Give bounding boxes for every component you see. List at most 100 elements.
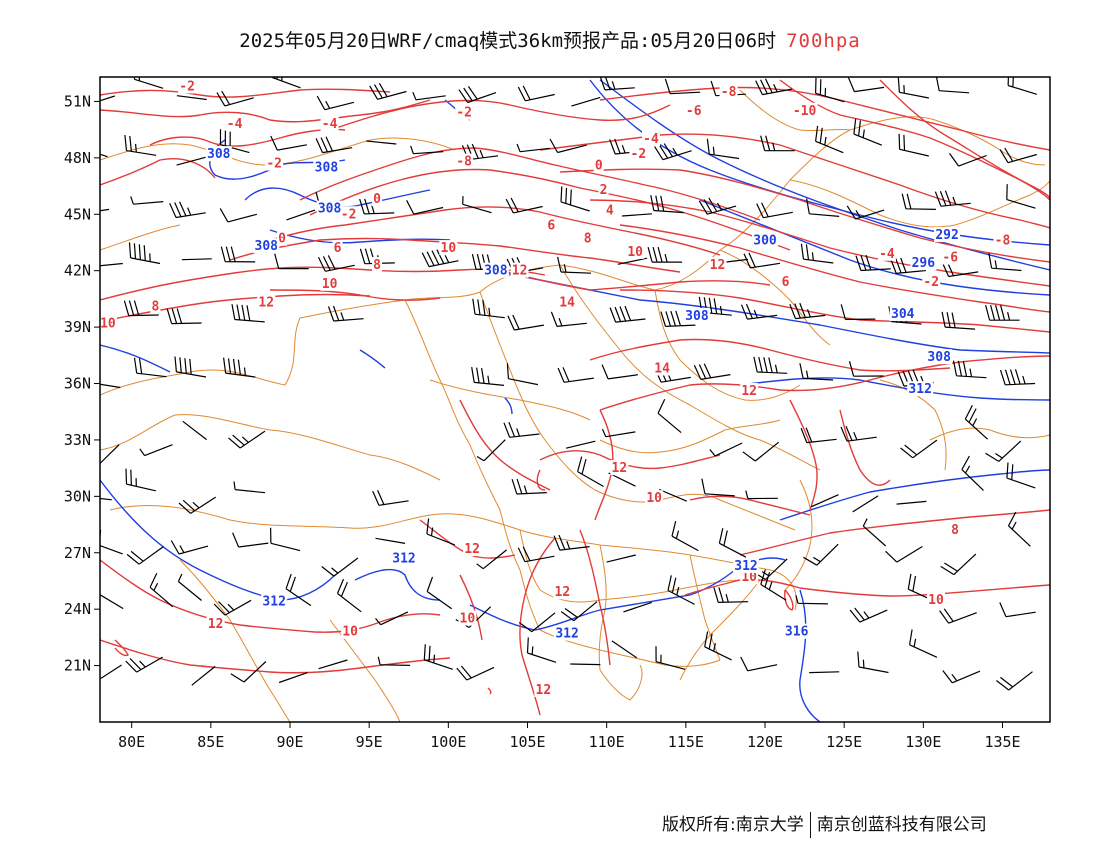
lat-tick-label: 39N (64, 318, 91, 336)
wind-barb (133, 77, 164, 89)
contour-label: 12 (710, 258, 726, 273)
contour-label-bg (320, 116, 339, 132)
lat-tick-label: 33N (64, 431, 91, 449)
wind-barb (985, 304, 1020, 321)
wind-barb (133, 357, 167, 378)
wind-barb (935, 77, 970, 94)
wind-barb (599, 77, 635, 91)
contour-label: 0 (373, 192, 381, 207)
title-text: 2025年05月20日WRF/cmaq模式36km预报产品:05月20日06时 (239, 30, 777, 52)
contour-label-bg (455, 153, 474, 169)
footer: 版权所有:南京大学 南京创蓝科技有限公司 (662, 810, 987, 838)
contour-label: 312 (908, 382, 931, 397)
wind-barb (756, 202, 793, 219)
wind-barb (940, 553, 977, 576)
wind-barb (549, 138, 587, 154)
wind-barb (316, 95, 355, 111)
wind-barb (426, 576, 453, 610)
wind-barb (317, 255, 355, 272)
wind-barb (223, 357, 256, 378)
wind-barb (942, 670, 981, 684)
wind-barb (952, 360, 987, 379)
wind-barb (231, 304, 265, 323)
wind-barb (359, 198, 395, 215)
contour-label: 12 (258, 296, 274, 311)
wind-barb (228, 430, 266, 449)
wind-barb (166, 308, 202, 325)
wind-barb (377, 656, 411, 666)
contour-label: 6 (334, 241, 342, 256)
wind-barb (897, 77, 930, 99)
contour-label-bg (253, 238, 280, 254)
wind-barb (285, 573, 312, 607)
contour-label-bg (178, 78, 197, 94)
contour-label-bg (225, 116, 244, 132)
temperature-contours (100, 79, 1050, 716)
contour-label-bg (684, 102, 703, 118)
wind-barb (366, 140, 397, 145)
wind-barb (507, 314, 544, 331)
wind-barb (321, 557, 359, 577)
wind-barb (939, 608, 977, 624)
wind-barb (849, 607, 888, 623)
wind-barb (100, 444, 120, 465)
lat-tick-label: 51N (64, 92, 91, 110)
wind-barb (740, 656, 778, 672)
wind-barb (270, 135, 308, 151)
wind-barb (375, 611, 409, 626)
wind-barb (753, 356, 788, 374)
lon-tick-label: 90E (276, 733, 303, 751)
contour-label-bg (629, 146, 648, 162)
wind-barb (742, 441, 780, 462)
wind-barb (654, 143, 692, 161)
wind-barb (803, 543, 839, 566)
wind-barb (961, 455, 984, 491)
wind-barb (315, 136, 353, 154)
contour-label: 10 (100, 316, 116, 331)
contour-label: 316 (785, 625, 809, 640)
contour-label-bg (653, 360, 672, 376)
contour-label: 10 (928, 593, 944, 608)
wind-barb (840, 304, 876, 320)
contour-label-bg (907, 381, 934, 397)
wind-barb (149, 573, 174, 608)
wind-barb (550, 311, 587, 327)
wind-barb (890, 257, 927, 274)
wind-barb (840, 425, 877, 442)
contour-label-bg (332, 240, 343, 256)
footer-copyright: 版权所有:南京大学 (662, 815, 804, 835)
lon-tick-label: 135E (984, 733, 1020, 751)
contour-label-bg (598, 181, 609, 197)
contour-label-bg (642, 131, 660, 147)
wind-barb (896, 500, 927, 505)
wind-barb (128, 242, 161, 265)
wind-barb (999, 602, 1036, 618)
wind-barb (233, 481, 266, 494)
contour-label-bg (708, 257, 727, 273)
wind-barb (609, 305, 646, 323)
contour-label-bg (372, 191, 383, 207)
wind-barb (216, 90, 254, 107)
wind-barb (213, 599, 252, 616)
contour-label: -8 (995, 234, 1011, 249)
wind-barb (608, 472, 636, 487)
wind-barb (760, 569, 787, 601)
contour-label-bg (510, 262, 529, 278)
wind-barb (565, 440, 596, 449)
contour-label-bg (733, 557, 759, 573)
contour-label-bg (546, 217, 557, 233)
contour-label: 312 (262, 595, 285, 610)
wind-barb (1006, 184, 1036, 209)
wind-barb (553, 534, 590, 551)
lat-tick-label: 45N (64, 205, 91, 223)
wind-barb (657, 399, 682, 434)
contour-label-bg (482, 262, 509, 278)
wind-barb (516, 143, 550, 153)
contour-label-bg (683, 307, 710, 323)
wind-barb (458, 86, 497, 104)
contour-label-bg (277, 230, 288, 246)
wind-barb (988, 252, 1022, 272)
contour-label-bg (604, 202, 615, 218)
lon-tick-label: 120E (747, 733, 783, 751)
